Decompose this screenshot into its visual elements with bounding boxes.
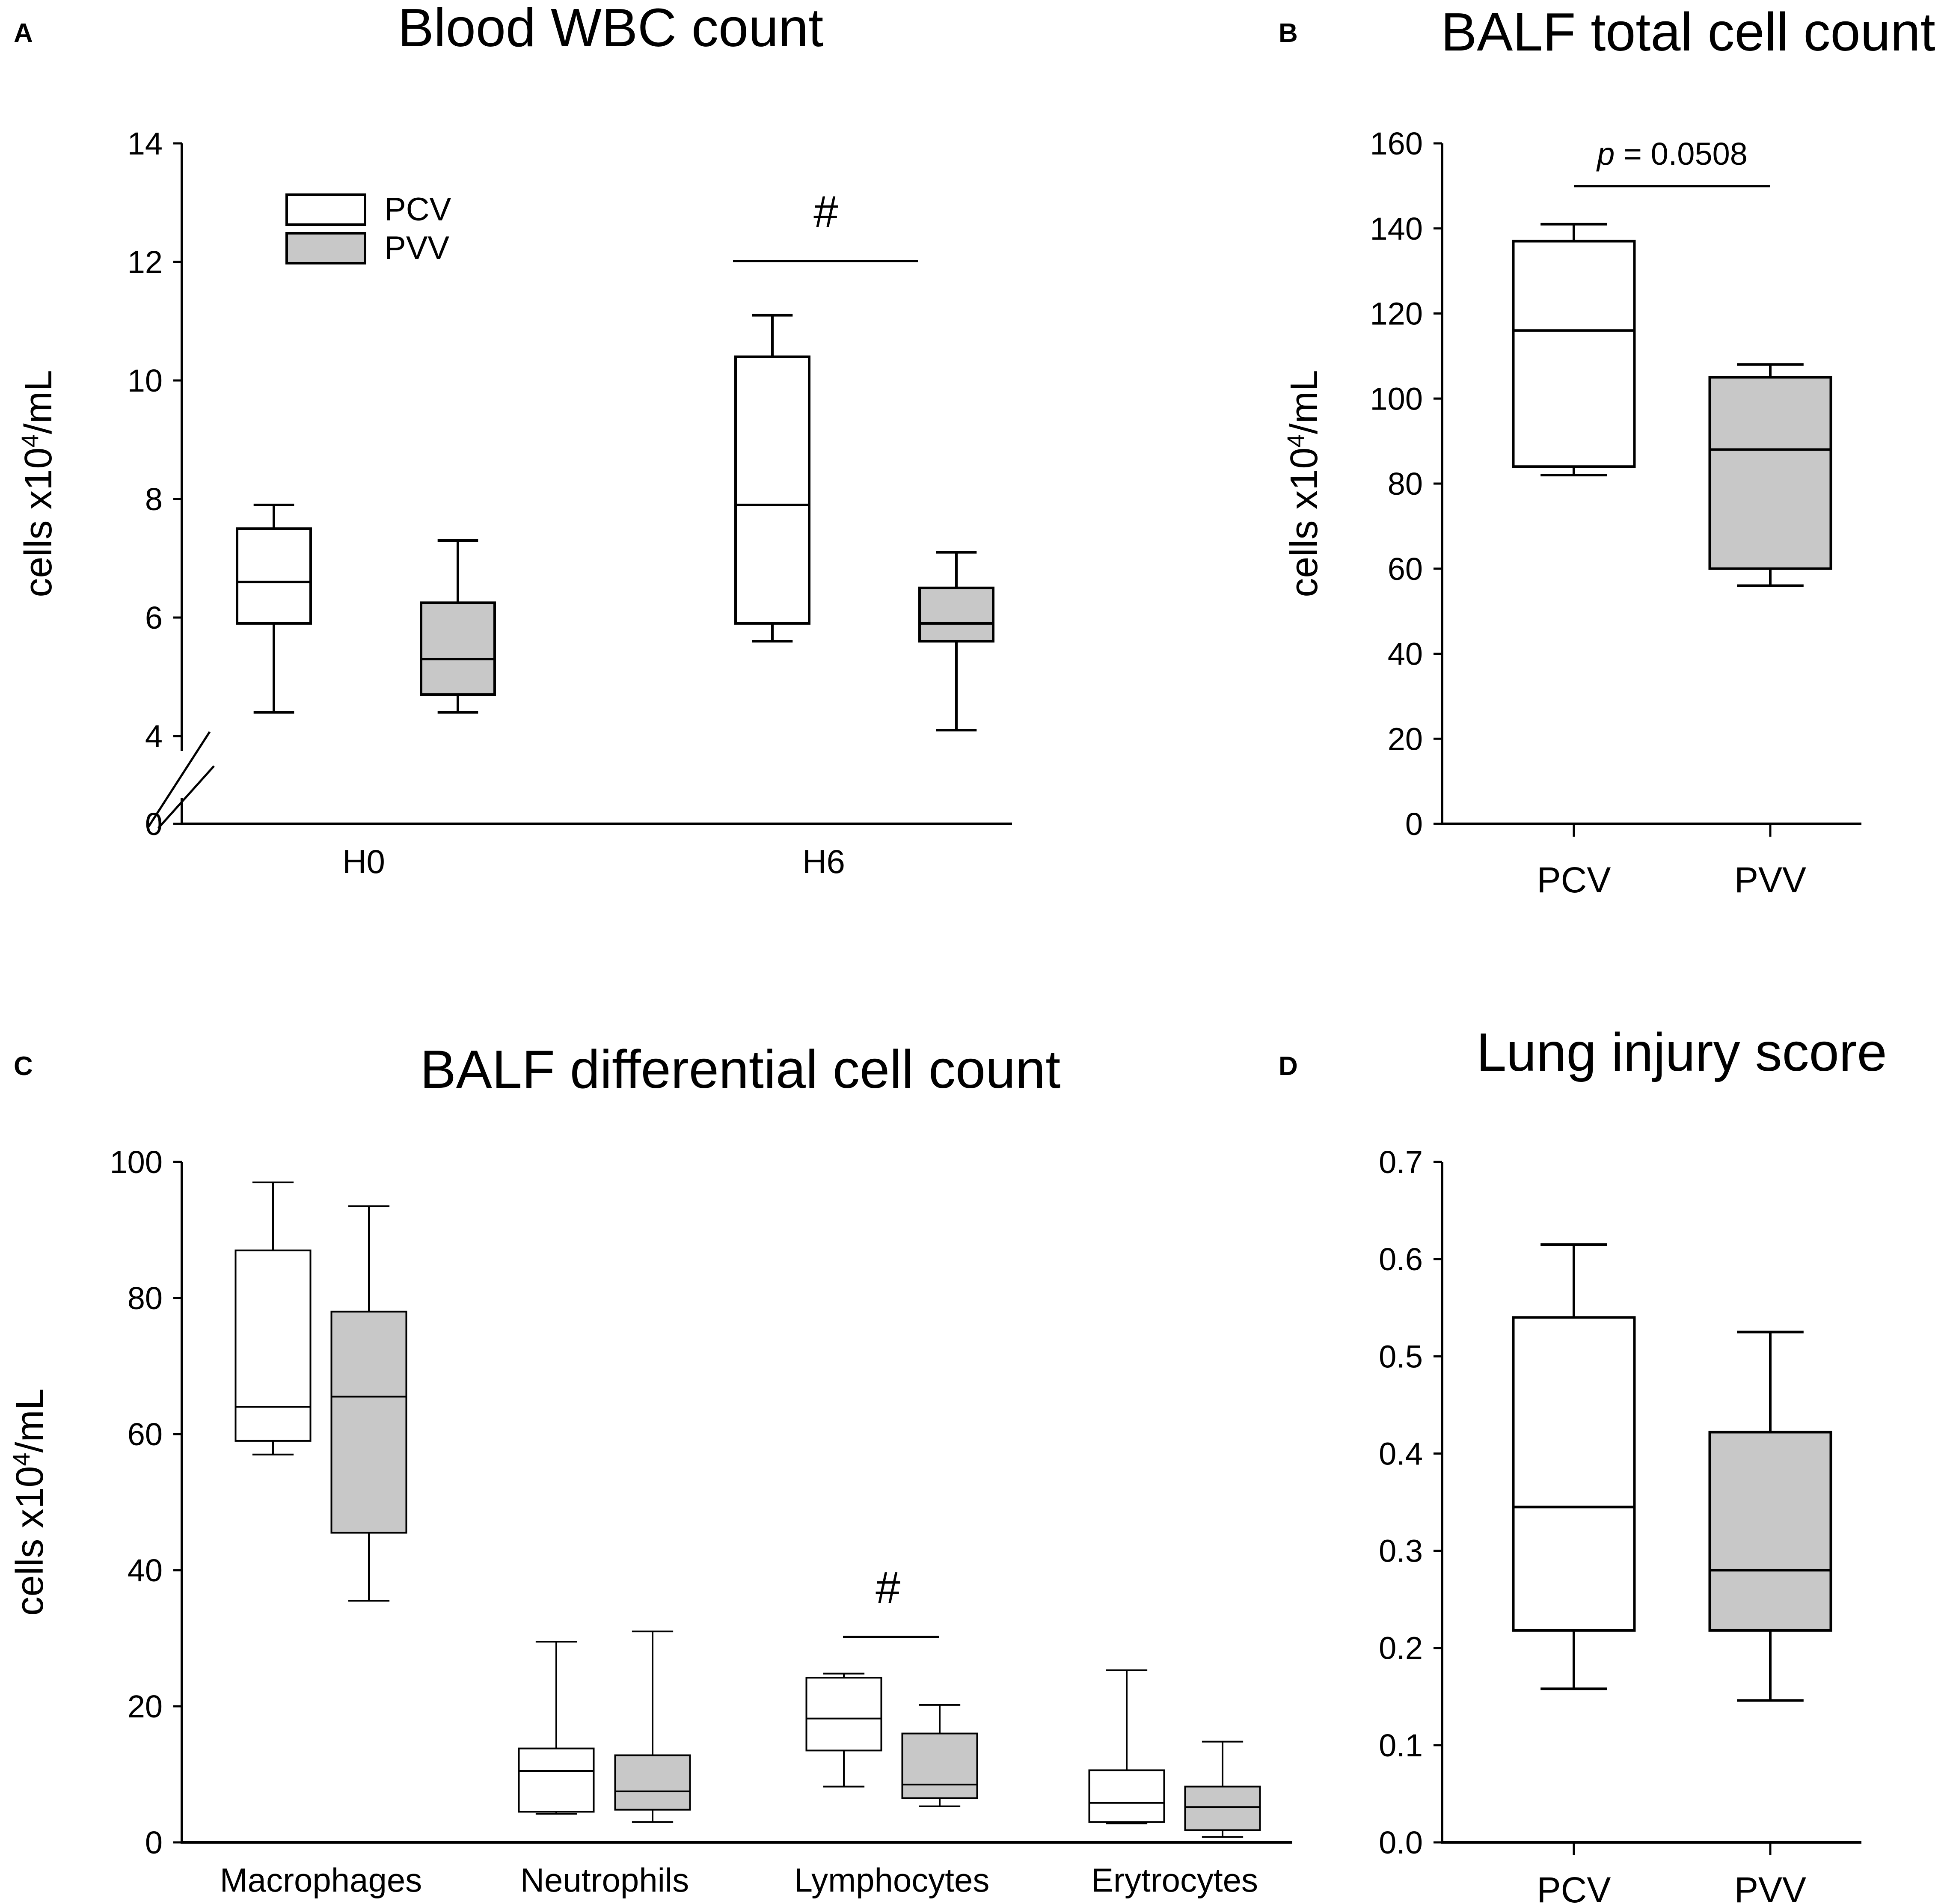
panel-c: C BALF differential cell count 0 20 40 60 80… <box>8 1039 1292 1899</box>
y-tick-label: 60 <box>128 1417 163 1452</box>
y-tick-label: 60 <box>1388 551 1423 587</box>
axis-break-mark <box>157 765 215 829</box>
y-tick-label: 0.2 <box>1379 1631 1423 1666</box>
box-pvv-h0 <box>420 539 496 714</box>
panel-c-letter: C <box>14 1052 33 1081</box>
y-tick-label: 100 <box>110 1144 163 1180</box>
y-tick-label: 8 <box>145 481 163 517</box>
panel-a-letter: A <box>14 18 33 48</box>
iqr-box <box>420 601 496 696</box>
panel-a: A Blood WBC count 0 4 6 8 10 12 14 H0 H6 cells x1… <box>14 0 1012 880</box>
box-pvv-erytrocytes <box>1184 1741 1261 1838</box>
y-tick-label: 10 <box>128 363 163 398</box>
significance-marker: # <box>813 187 838 237</box>
iqr-box <box>918 586 994 643</box>
box-pcv-h0 <box>236 503 312 714</box>
y-axis-title: cells x104/mL <box>1282 370 1326 597</box>
y-tick-label: 20 <box>1388 721 1423 757</box>
box-pcv-lymphocytes <box>805 1672 882 1788</box>
panel-d-letter: D <box>1279 1052 1298 1081</box>
y-tick-label: 14 <box>128 126 163 161</box>
iqr-box <box>1708 1431 1832 1632</box>
y-tick-label: 0 <box>1405 806 1423 842</box>
y-axis-title: cells x104/mL <box>16 370 60 597</box>
y-tick-label: 0.0 <box>1379 1825 1423 1860</box>
y-tick-label: 0 <box>145 806 163 842</box>
significance-marker: # <box>876 1563 900 1613</box>
legend-label: PVV <box>384 230 449 266</box>
y-tick-label: 4 <box>145 719 163 754</box>
iqr-box <box>1512 240 1636 468</box>
iqr-box <box>1512 1316 1636 1632</box>
box-pcv-pcv <box>1512 1243 1636 1690</box>
panel-b-letter: B <box>1279 18 1298 48</box>
panel-d: D Lung injury score 0.0 0.1 0.2 0.3 0.4 0.5 0.… <box>1279 1022 1887 1904</box>
iqr-box <box>1708 376 1832 570</box>
y-tick-label: 12 <box>128 244 163 280</box>
panel-d-title: Lung injury score <box>1476 1022 1887 1082</box>
x-category-label: PVV <box>1734 1870 1806 1904</box>
p-value-label: p = 0.0508 <box>1596 136 1748 172</box>
panel-a-title: Blood WBC count <box>398 0 823 58</box>
x-category-label: H0 <box>342 843 385 880</box>
iqr-box <box>236 527 312 625</box>
x-category-label: Macrophages <box>220 1861 422 1899</box>
x-category-label: Lymphocytes <box>794 1861 990 1899</box>
legend-swatch <box>285 193 366 226</box>
iqr-box <box>330 1310 407 1534</box>
legend-swatch <box>285 232 366 264</box>
y-tick-label: 120 <box>1370 296 1423 332</box>
y-tick-label: 0.4 <box>1379 1436 1423 1471</box>
x-category-label: H6 <box>802 843 845 880</box>
box-pvv-pcv <box>1708 363 1832 587</box>
box-pvv-lymphocytes <box>901 1704 978 1807</box>
y-tick-label: 40 <box>128 1553 163 1588</box>
panel-b: B BALF total cell count 0 20 40 60 80 100 120 1… <box>1279 2 1935 900</box>
panel-c-title: BALF differential cell count <box>420 1039 1061 1099</box>
y-tick-label: 0 <box>145 1825 163 1860</box>
y-axis-title: cells x104/mL <box>8 1388 52 1616</box>
iqr-box <box>234 1249 312 1442</box>
y-tick-label: 0.6 <box>1379 1242 1423 1277</box>
iqr-box <box>805 1677 882 1752</box>
y-tick-label: 0.5 <box>1379 1339 1423 1374</box>
box-pcv-neutrophils <box>518 1640 595 1815</box>
y-tick-label: 160 <box>1370 126 1423 161</box>
iqr-box <box>734 355 810 625</box>
y-tick-label: 0.1 <box>1379 1728 1423 1763</box>
iqr-box <box>518 1747 595 1813</box>
x-category-label: PCV <box>1537 860 1611 900</box>
y-tick-label: 6 <box>145 600 163 636</box>
y-tick-label: 40 <box>1388 636 1423 672</box>
box-pcv-pcv <box>1512 223 1636 477</box>
box-pcv-erytrocytes <box>1088 1669 1165 1824</box>
box-pcv-macrophages <box>234 1181 312 1455</box>
legend-label: PCV <box>384 191 451 228</box>
box-pcv-h6 <box>734 314 810 643</box>
iqr-box <box>1088 1769 1165 1823</box>
x-category-label: Neutrophils <box>520 1861 689 1899</box>
box-pvv-neutrophils <box>614 1631 691 1823</box>
panel-b-title: BALF total cell count <box>1441 2 1935 62</box>
axis-break-mark <box>146 731 211 829</box>
y-tick-label: 80 <box>1388 466 1423 502</box>
box-pvv-macrophages <box>330 1205 407 1602</box>
x-category-label: Erytrocytes <box>1091 1861 1258 1899</box>
iqr-box <box>1184 1785 1261 1831</box>
box-pvv-h6 <box>918 551 994 732</box>
iqr-box <box>614 1754 691 1811</box>
y-tick-label: 20 <box>128 1689 163 1724</box>
y-tick-label: 80 <box>128 1280 163 1316</box>
box-pvv-pcv <box>1708 1331 1832 1702</box>
iqr-box <box>901 1732 978 1799</box>
y-tick-label: 140 <box>1370 211 1423 247</box>
y-tick-label: 0.3 <box>1379 1533 1423 1569</box>
y-tick-label: 100 <box>1370 381 1423 416</box>
x-category-label: PVV <box>1734 860 1806 900</box>
y-tick-label: 0.7 <box>1379 1144 1423 1180</box>
x-category-label: PCV <box>1537 1870 1611 1904</box>
